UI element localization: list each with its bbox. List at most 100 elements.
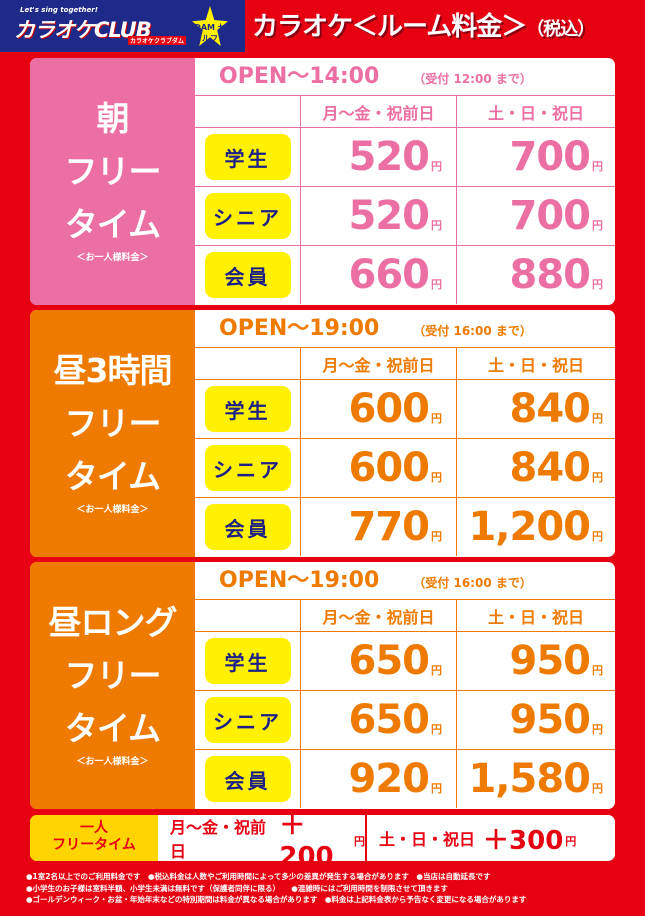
solo-weekday: 月～金・祝前日 ＋200 円: [158, 815, 367, 861]
yen-unit: 円: [592, 160, 603, 173]
price-row: シニア 650 円 950 円: [195, 690, 615, 749]
yen-unit: 円: [431, 160, 442, 173]
weekend-price: 1,200: [468, 504, 591, 550]
category-cell: シニア: [195, 439, 300, 497]
weekday-price: 920: [348, 756, 430, 802]
weekday-price: 650: [348, 638, 430, 684]
weekday-price: 600: [348, 386, 430, 432]
weekday-price-cell: 520 円: [300, 187, 456, 245]
title-tax: （税込）: [526, 19, 595, 40]
weekend-price-cell: 700 円: [456, 128, 615, 186]
column-header-row: 月～金・祝前日 土・日・祝日: [195, 599, 615, 631]
weekday-price: 520: [348, 193, 430, 239]
weekend-price-cell: 950 円: [456, 691, 615, 749]
weekend-price-cell: 950 円: [456, 632, 615, 690]
yen-unit: 円: [431, 723, 442, 736]
section-title: 昼ロング フリー タイム: [48, 603, 178, 748]
weekday-price-cell: 770 円: [300, 498, 456, 556]
price-row: 学生 520 円 700 円: [195, 127, 615, 186]
weekday-price: 650: [348, 697, 430, 743]
title-text: カラオケ＜ルーム料金＞: [252, 12, 527, 42]
yen-unit: 円: [592, 278, 603, 291]
weekday-price-cell: 660 円: [300, 246, 456, 304]
yen-unit: 円: [431, 219, 442, 232]
blank-cell: [195, 600, 300, 631]
open-time: OPEN～14:00: [219, 64, 380, 89]
weekend-price: 950: [509, 697, 591, 743]
weekend-price: 880: [509, 252, 591, 298]
yen-unit: 円: [354, 835, 365, 848]
price-section: 昼3時間 フリー タイム ＜お一人様料金＞ OPEN～19:00 （受付 16:00 …: [30, 310, 615, 557]
weekend-price-cell: 700 円: [456, 187, 615, 245]
weekday-price: 600: [348, 445, 430, 491]
category-cell: 会員: [195, 246, 300, 304]
section-title: 昼3時間 フリー タイム: [53, 351, 173, 496]
per-person-note: ＜お一人様料金＞: [76, 253, 149, 263]
column-header: 土・日・祝日: [456, 348, 615, 379]
logo-sub: カラオケクラブダム: [128, 36, 187, 45]
weekend-price: 700: [509, 134, 591, 180]
section-title-panel: 昼3時間 フリー タイム ＜お一人様料金＞: [30, 310, 195, 557]
opening-hours: OPEN～19:00 （受付 16:00 まで）: [195, 562, 615, 599]
open-time: OPEN～19:00: [219, 316, 380, 341]
solo-weekend-amount: ＋300: [483, 825, 564, 856]
yen-unit: 円: [592, 723, 603, 736]
opening-hours: OPEN～14:00 （受付 12:00 まで）: [195, 58, 615, 95]
price-row: 学生 650 円 950 円: [195, 631, 615, 690]
solo-label-line2: フリータイム: [52, 837, 136, 853]
per-person-note: ＜お一人様料金＞: [76, 757, 149, 767]
yen-unit: 円: [431, 664, 442, 677]
footnotes: ●1室2名以上でのご利用料金です ●税込料金は人数やご利用時間によって多少の差異…: [26, 871, 526, 906]
category-cell: シニア: [195, 187, 300, 245]
solo-free-time: 一人 フリータイム 月～金・祝前日 ＋200 円 土・日・祝日 ＋300 円: [30, 815, 615, 861]
price-row: 会員 770 円 1,200 円: [195, 497, 615, 556]
weekend-price-cell: 880 円: [456, 246, 615, 304]
category-cell: シニア: [195, 691, 300, 749]
solo-label-line1: 一人: [80, 820, 108, 836]
price-row: シニア 520 円 700 円: [195, 186, 615, 245]
dam-star-icon: DAM セルフ: [192, 6, 228, 46]
footnote: ●小学生のお子様は室料半額、小学生未満は無料です（保護者同伴に限る） ●混雑時に…: [26, 883, 448, 893]
section-title: 朝 フリー タイム: [64, 99, 162, 244]
column-header: 月～金・祝前日: [300, 600, 456, 631]
category-cell: 学生: [195, 380, 300, 438]
category-badge: シニア: [204, 193, 291, 239]
weekend-price-cell: 1,580 円: [456, 750, 615, 808]
price-row: 会員 660 円 880 円: [195, 245, 615, 304]
price-section: 朝 フリー タイム ＜お一人様料金＞ OPEN～14:00 （受付 12:00 まで）…: [30, 58, 615, 305]
price-row: シニア 600 円 840 円: [195, 438, 615, 497]
solo-weekend: 土・日・祝日 ＋300 円: [367, 815, 576, 861]
price-row: 会員 920 円 1,580 円: [195, 749, 615, 808]
karaoke-club-logo: Let's sing together! カラオケCLUB カラオケクラブダム …: [0, 0, 245, 52]
category-badge: 学生: [204, 386, 291, 432]
weekend-price-cell: 840 円: [456, 439, 615, 497]
category-badge: 学生: [204, 134, 291, 180]
price-row: 学生 600 円 840 円: [195, 379, 615, 438]
weekday-price-cell: 600 円: [300, 439, 456, 497]
yen-unit: 円: [431, 530, 442, 543]
category-cell: 学生: [195, 632, 300, 690]
column-header: 月～金・祝前日: [300, 96, 456, 127]
open-time: OPEN～19:00: [219, 568, 380, 593]
weekend-price: 700: [509, 193, 591, 239]
yen-unit: 円: [592, 782, 603, 795]
price-section: 昼ロング フリー タイム ＜お一人様料金＞ OPEN～19:00 （受付 16:00 …: [30, 562, 615, 809]
yen-unit: 円: [592, 664, 603, 677]
price-table: 月～金・祝前日 土・日・祝日 学生 600 円 840 円シニア 600 円 840 円会員 770 円…: [195, 347, 615, 556]
per-person-note: ＜お一人様料金＞: [76, 505, 149, 515]
weekday-price-cell: 650 円: [300, 691, 456, 749]
opening-hours: OPEN～19:00 （受付 16:00 まで）: [195, 310, 615, 347]
weekday-price: 770: [348, 504, 430, 550]
yen-unit: 円: [431, 278, 442, 291]
weekend-price-cell: 1,200 円: [456, 498, 615, 556]
price-table: 月～金・祝前日 土・日・祝日 学生 650 円 950 円シニア 650 円 950 円会員 920 円…: [195, 599, 615, 808]
category-cell: 会員: [195, 498, 300, 556]
blank-cell: [195, 96, 300, 127]
column-header-row: 月～金・祝前日 土・日・祝日: [195, 347, 615, 379]
category-badge: 会員: [204, 252, 291, 298]
section-title-panel: 昼ロング フリー タイム ＜お一人様料金＞: [30, 562, 195, 809]
category-cell: 会員: [195, 750, 300, 808]
category-badge: シニア: [204, 445, 291, 491]
column-header: 月～金・祝前日: [300, 348, 456, 379]
category-cell: 学生: [195, 128, 300, 186]
